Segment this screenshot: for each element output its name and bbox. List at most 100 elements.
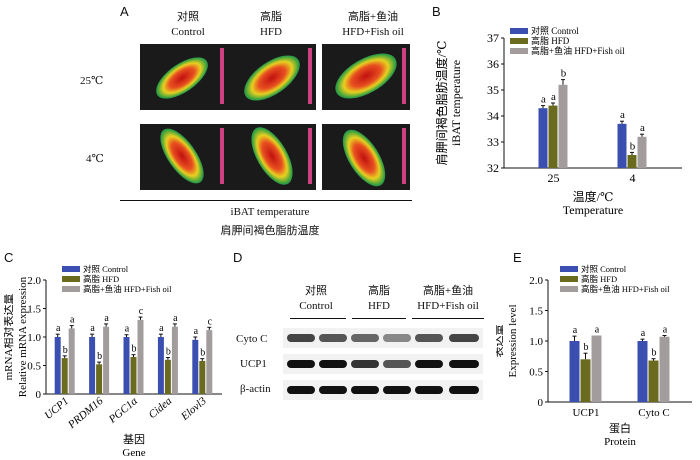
legend-entry: 高脂+鱼油 HFD+Fish oil [83,284,172,294]
category-label: Cidea [146,395,174,421]
bar [68,328,75,394]
x-label-zh: 温度/℃ [573,189,614,204]
sig-label: b [166,347,171,358]
y-tick-label: 34 [487,109,499,123]
legend-swatch [560,286,578,292]
d-rule-2 [412,318,484,319]
y-tick-label: 37 [487,31,499,45]
bar [96,364,103,394]
y-tick-label: 36 [487,57,499,71]
category-label: PRDM16 [65,395,106,432]
a-group-1-zh: 高脂 [260,11,282,23]
x-label-en: Protein [604,436,636,448]
y-tick-label: 35 [487,83,499,97]
sig-label: b [63,345,68,356]
y-tick-label: 33 [487,135,499,149]
sig-label: b [97,351,102,362]
panel-d-letter: D [233,250,243,265]
y-tick-label: 32 [487,161,499,175]
bar [137,319,144,394]
y-label-zh: 肩胛间褐色脂肪温度/℃ [434,41,449,166]
western-blot [283,328,483,400]
sig-label: b [132,344,137,355]
a-caption-en: iBAT temperature [230,206,310,218]
sig-label: b [584,342,589,353]
sig-label: a [640,122,645,134]
bar [103,326,110,394]
bar [637,341,648,402]
bar [54,337,61,394]
y-tick-label: 1.0 [529,336,543,348]
a-caption-zh: 肩胛间褐色脂肪温度 [220,225,320,237]
y-tick-label: 0 [538,397,544,409]
legend-swatch [62,286,80,292]
category-label: Elovl3 [178,395,209,424]
bar [157,337,164,394]
thermal-image-hfd-25 [228,44,316,110]
sig-label: a [173,313,178,324]
bar [192,339,199,394]
d-rule-0 [290,318,346,319]
sig-label: a [595,325,600,336]
sig-label: a [620,109,625,121]
legend-swatch [510,48,528,54]
a-caption-rule [120,200,412,201]
chart-b: 32 33 34 35 36 37 肩胛间褐色脂肪温度/℃ iBAT temperature a… [434,25,682,217]
panel-e-letter: E [513,250,522,265]
sig-label: c [208,316,213,327]
y-tick-label: 2.0 [529,275,543,287]
a-group-1-en: HFD [259,26,282,38]
bar [637,136,647,168]
category-label: Cyto C [638,407,669,419]
bar [199,360,206,394]
sig-label: a [641,328,646,339]
y-tick-label: 2.0 [27,275,41,287]
y-tick-label: 0.5 [27,361,41,373]
a-group-0-en: Control [171,26,205,38]
x-label-zh: 蛋白 [609,421,631,435]
bar [89,337,96,394]
bar [569,341,580,402]
legend-swatch [510,38,528,44]
legend-swatch [62,276,80,282]
a-row-25: 25℃ [80,75,104,87]
y-label-en: Relative mRNA expression [17,276,29,397]
sig-label: a [90,323,95,334]
blot-row-cytoc [283,328,483,348]
sig-label: a [663,325,668,336]
legend-entry: 对照 Control [531,25,579,36]
a-group-2-zh: 高脂+鱼油 [347,11,399,23]
d-group-2-en: HFD+Fish oil [417,300,479,312]
sig-label: a [104,313,109,324]
panel-b-letter: B [432,4,441,19]
d-group-1-en: HFD [367,300,390,312]
x-label-zh: 基因 [123,433,145,446]
bar [206,330,213,394]
sig-label: a [551,91,556,103]
y-label-en: Expression level [507,304,519,377]
d-band-label-ucp1: UCP1 [240,358,267,370]
bar [648,360,659,402]
sig-label: a [573,325,578,336]
bar [61,358,68,394]
sig-label: a [56,323,61,334]
d-group-1-zh: 高脂 [368,285,390,297]
category-label: UCP1 [42,395,71,422]
thermal-image-hfd-4 [228,124,316,190]
sig-label: a [70,315,75,326]
sig-label: a [194,326,199,337]
bar [538,108,548,168]
bar [558,84,568,168]
legend-entry: 对照 Control [581,264,627,274]
bar [591,335,602,402]
thermal-image-control-25 [140,44,228,110]
y-tick-label: 1.0 [27,332,41,344]
bar [627,155,637,168]
blot-row-actin [283,380,483,400]
y-label-zh: 表达量 [496,325,505,358]
y-tick-label: 0 [36,389,42,401]
a-group-0-zh: 对照 [177,11,199,23]
sig-label: a [541,94,546,106]
legend-swatch [560,266,578,272]
